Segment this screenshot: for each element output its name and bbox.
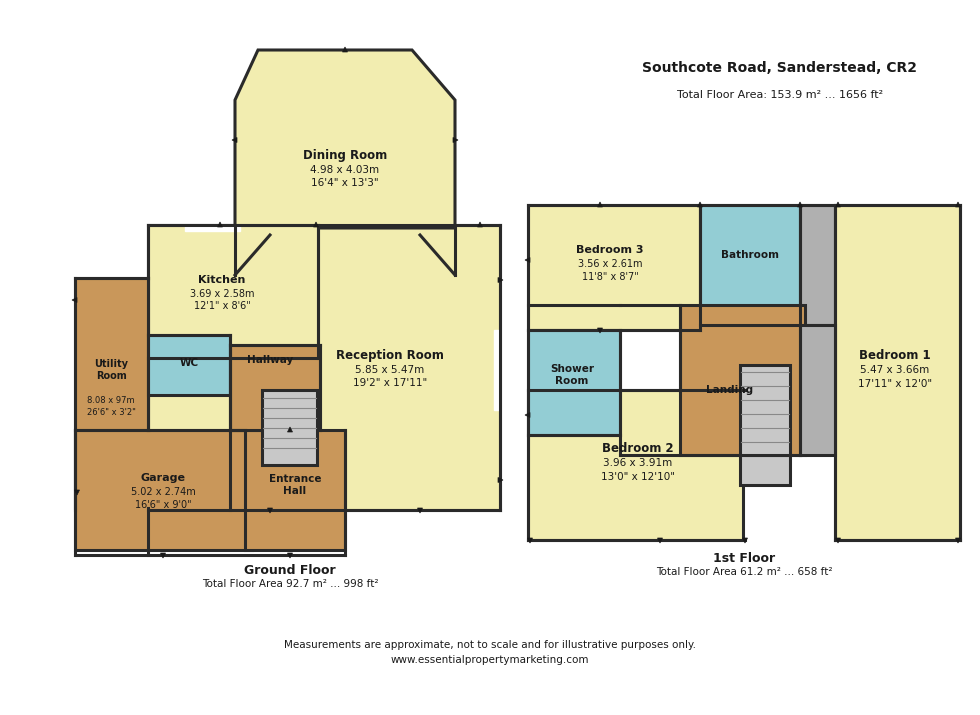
Bar [148,225,318,358]
Text: Shower
Room: Shower Room [550,364,594,386]
Polygon shape [498,277,503,282]
Polygon shape [527,538,532,543]
Polygon shape [836,538,841,543]
Text: Landing: Landing [707,385,754,395]
Text: Utility
Room: Utility Room [94,359,128,381]
Text: 3.56 x 2.61m: 3.56 x 2.61m [578,259,642,269]
Bar [680,305,805,455]
Polygon shape [698,202,703,207]
Bar [75,278,148,508]
Polygon shape [598,328,603,333]
Text: Entrance
Hall: Entrance Hall [269,474,321,495]
Text: Bedroom 2: Bedroom 2 [602,441,674,455]
Text: Bedroom 3: Bedroom 3 [576,245,644,255]
Text: 26'6" x 3'2": 26'6" x 3'2" [86,408,135,417]
Bar [494,330,500,410]
Text: 19'2" x 17'11": 19'2" x 17'11" [353,378,427,388]
Bar [235,225,455,230]
Bar [528,205,700,330]
Polygon shape [956,202,960,207]
Text: 5.85 x 5.47m: 5.85 x 5.47m [356,365,424,375]
Bar [700,205,800,325]
Polygon shape [477,222,482,227]
Text: Southcote Road, Sanderstead, CR2: Southcote Road, Sanderstead, CR2 [643,61,917,75]
Bar [528,330,620,435]
Polygon shape [498,478,503,483]
Polygon shape [287,553,292,558]
Text: www.essentialpropertymarketing.com: www.essentialpropertymarketing.com [391,655,589,665]
Polygon shape [598,202,603,207]
Polygon shape [268,508,272,513]
Polygon shape [525,257,530,262]
Polygon shape [314,222,318,227]
Text: 3.96 x 3.91m: 3.96 x 3.91m [604,458,672,468]
Bar [245,430,345,550]
Text: Measurements are approximate, not to scale and for illustrative purposes only.: Measurements are approximate, not to sca… [284,640,696,650]
Bar [230,345,320,430]
Text: 16'6" x 9'0": 16'6" x 9'0" [134,500,191,510]
Text: 3.69 x 2.58m: 3.69 x 2.58m [190,289,254,299]
Text: Ground Floor: Ground Floor [244,563,336,576]
Text: Reception Room: Reception Room [336,348,444,362]
Text: Dining Room: Dining Room [303,149,387,162]
Text: 16'4" x 13'3": 16'4" x 13'3" [312,178,379,188]
Text: 17'11" x 12'0": 17'11" x 12'0" [858,379,932,389]
Bar [262,390,317,465]
Bar [740,365,790,485]
Polygon shape [836,202,841,207]
Text: 8.08 x 97m: 8.08 x 97m [87,395,135,405]
Polygon shape [525,413,530,418]
Text: Total Floor Area: 153.9 m² ... 1656 ft²: Total Floor Area: 153.9 m² ... 1656 ft² [677,90,883,100]
Text: 12'1" x 8'6": 12'1" x 8'6" [194,301,250,311]
Polygon shape [74,490,79,495]
Text: Bedroom 1: Bedroom 1 [859,348,931,362]
Polygon shape [956,538,960,543]
Text: 11'8" x 8'7": 11'8" x 8'7" [581,272,638,282]
Text: Total Floor Area 92.7 m² ... 998 ft²: Total Floor Area 92.7 m² ... 998 ft² [202,579,378,589]
Bar [148,335,230,395]
Bar [185,225,240,231]
Text: WC: WC [179,358,199,368]
Text: 5.02 x 2.74m: 5.02 x 2.74m [130,487,195,497]
Text: 13'0" x 12'10": 13'0" x 12'10" [601,472,675,482]
Bar [148,225,500,510]
Polygon shape [218,222,222,227]
Text: Total Floor Area 61.2 m² ... 658 ft²: Total Floor Area 61.2 m² ... 658 ft² [656,567,832,577]
Polygon shape [453,137,458,142]
Polygon shape [287,427,292,432]
Polygon shape [342,47,348,52]
Text: Kitchen: Kitchen [198,275,246,285]
Polygon shape [161,553,166,558]
Text: Garage: Garage [140,473,185,483]
Bar [835,205,960,540]
Text: 4.98 x 4.03m: 4.98 x 4.03m [311,165,379,175]
Polygon shape [72,297,77,302]
Polygon shape [798,202,803,207]
Polygon shape [658,538,662,543]
Bar [800,325,835,455]
Text: Hallway: Hallway [247,355,293,365]
Bar [800,205,835,325]
Text: 5.47 x 3.66m: 5.47 x 3.66m [860,365,930,375]
Polygon shape [235,50,455,228]
Text: Bathroom: Bathroom [721,250,779,260]
Bar [528,390,743,540]
Polygon shape [232,137,237,142]
Text: 1st Floor: 1st Floor [712,551,775,565]
Polygon shape [417,508,422,513]
Polygon shape [743,538,748,543]
Bar [75,430,252,550]
